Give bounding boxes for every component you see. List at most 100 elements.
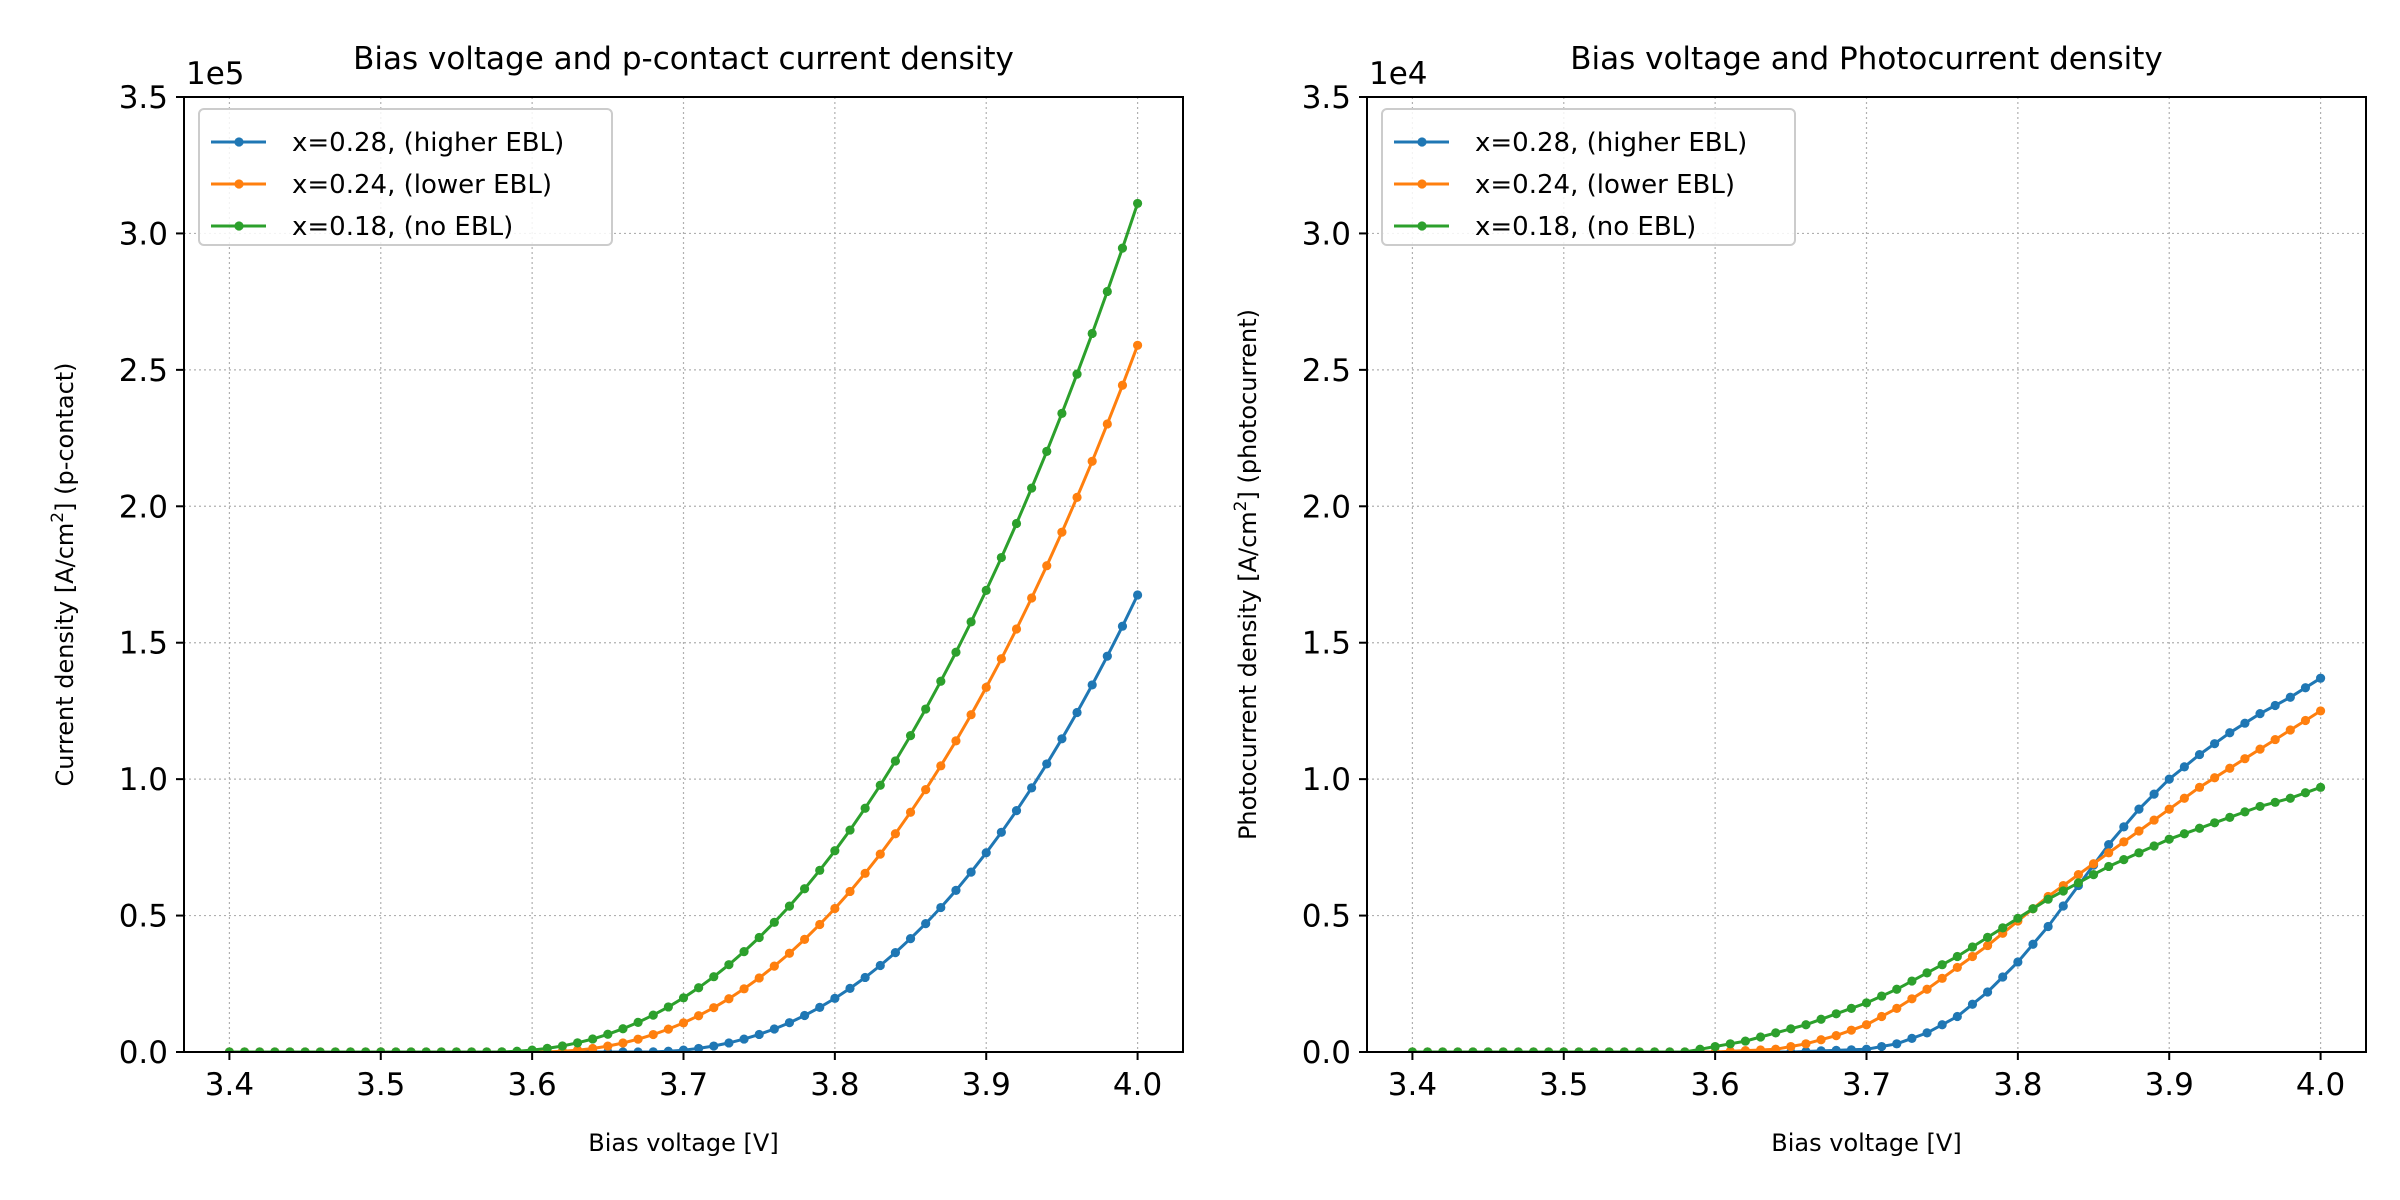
data-point [1801, 1020, 1811, 1030]
series-3 [224, 198, 1143, 1052]
data-point [815, 865, 825, 875]
chart-panel-2: 3.4 3.5 3.6 3.7 3.8 3.9 4.0 0.0 0.5 1.0 1.5 2.0 2.5 3… [1231, 41, 2367, 1157]
data-point [1998, 923, 2008, 933]
data-point [2240, 807, 2250, 817]
data-point [1952, 951, 1962, 962]
data-point [2088, 870, 2099, 880]
data-point [663, 1002, 673, 1012]
data-point [2119, 822, 2129, 832]
y-tick-label: 1.5 [1302, 626, 1351, 662]
data-point [739, 984, 749, 994]
data-point [1513, 1047, 1523, 1052]
data-point [2255, 744, 2265, 754]
data-point [709, 972, 719, 982]
data-point [1831, 1009, 1841, 1019]
chart-title: Bias voltage and Photocurrent density [1570, 41, 2163, 77]
data-point [1861, 998, 1872, 1008]
data-point [588, 1043, 598, 1052]
data-point [1072, 369, 1082, 379]
data-point [754, 1029, 764, 1040]
data-point [300, 1047, 310, 1052]
data-point [648, 1047, 658, 1052]
data-point [936, 761, 946, 771]
data-point [2149, 815, 2159, 825]
y-tick-label: 0.0 [1302, 1035, 1351, 1071]
y-axis-label-suffix: ] (p-contact) [51, 362, 79, 511]
data-point [345, 1047, 356, 1052]
data-point [981, 848, 991, 858]
legend-entry: x=0.24, (lower EBL) [211, 170, 552, 200]
x-axis-label: Bias voltage [V] [588, 1129, 778, 1157]
data-point [905, 934, 916, 944]
data-point [2043, 894, 2053, 904]
x-tick-label: 3.6 [1690, 1067, 1739, 1103]
data-point [936, 676, 946, 686]
data-point [2315, 673, 2326, 683]
data-point [1816, 1046, 1826, 1052]
data-point [860, 803, 870, 813]
y-tick-label: 0.5 [119, 899, 168, 935]
data-point [1967, 951, 1978, 962]
data-point [572, 1045, 583, 1052]
data-point [1786, 1041, 1796, 1052]
data-point [799, 934, 810, 944]
y-tick-label: 1.5 [119, 626, 168, 662]
legend-entry: x=0.28, (higher EBL) [1394, 128, 1747, 158]
data-point [330, 1047, 340, 1052]
data-point [1786, 1024, 1796, 1034]
data-point [890, 756, 901, 766]
data-point [1057, 408, 1067, 419]
data-point [1057, 734, 1067, 744]
data-point [890, 829, 901, 839]
chart-title: Bias voltage and p-contact current densi… [353, 41, 1014, 77]
data-point [2315, 782, 2326, 792]
data-point [1102, 286, 1112, 297]
data-point [2104, 840, 2114, 850]
data-point [2043, 921, 2053, 932]
data-point [769, 961, 779, 971]
data-point [557, 1041, 568, 1051]
data-point [875, 960, 885, 971]
data-point [1755, 1032, 1766, 1042]
y-tick-label: 3.5 [1302, 80, 1351, 116]
data-point [890, 947, 901, 958]
data-point [784, 901, 795, 911]
data-point [648, 1029, 658, 1040]
x-tick-label: 3.4 [205, 1067, 254, 1103]
data-point [1725, 1046, 1735, 1052]
data-point [391, 1047, 401, 1052]
data-point [285, 1047, 295, 1052]
data-point [860, 972, 870, 983]
data-point [1528, 1047, 1539, 1052]
data-point [2300, 683, 2311, 693]
x-tick-label: 4.0 [1113, 1067, 1162, 1103]
data-point [1922, 1028, 1932, 1038]
data-point [830, 993, 840, 1003]
data-point [1967, 942, 1978, 952]
data-point [2285, 793, 2295, 803]
y-tick-label: 1.0 [119, 762, 168, 798]
data-point [769, 917, 779, 927]
data-point [1117, 621, 1128, 631]
data-point [2179, 762, 2189, 772]
data-point [2240, 718, 2250, 728]
data-point [905, 731, 916, 741]
data-point [2285, 692, 2295, 702]
data-point [1982, 940, 1993, 951]
data-point [2119, 837, 2129, 847]
legend-marker [234, 179, 244, 189]
legend-entry: x=0.18, (no EBL) [211, 212, 513, 242]
data-point [739, 946, 749, 957]
data-point [1922, 984, 1932, 994]
legend-marker [1417, 137, 1427, 147]
data-point [648, 1010, 658, 1020]
data-point [482, 1047, 492, 1052]
data-point [2194, 823, 2205, 833]
data-point [2013, 913, 2023, 923]
y-tick-label: 2.5 [119, 353, 168, 389]
data-point [1087, 328, 1097, 339]
data-point [2119, 855, 2129, 865]
data-point [2073, 870, 2084, 880]
data-point [1982, 932, 1993, 943]
data-point [1922, 968, 1932, 978]
